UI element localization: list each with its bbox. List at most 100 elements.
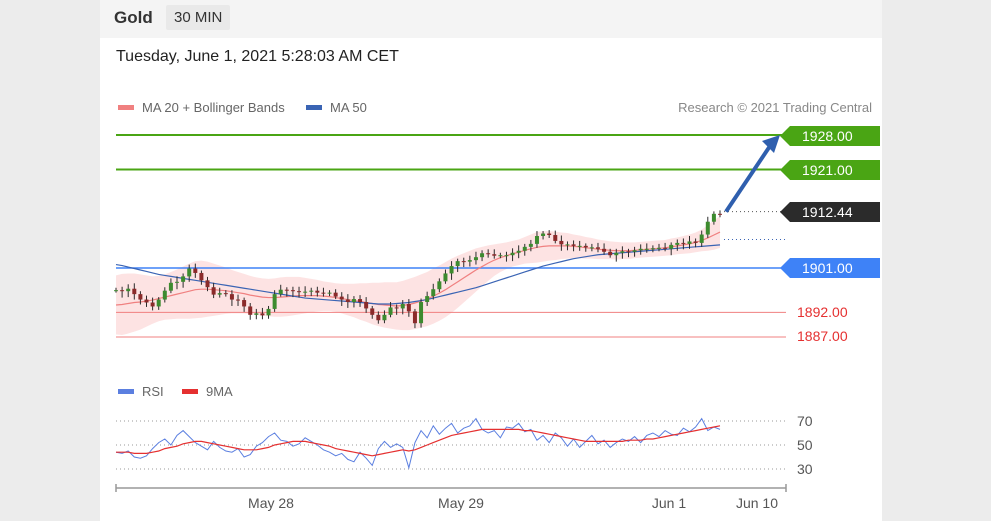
candle-body (449, 266, 454, 274)
candle-body (229, 294, 234, 300)
bollinger-band (116, 216, 720, 336)
candle-body (626, 251, 631, 253)
legend-ma20-label: MA 20 + Bollinger Bands (142, 100, 285, 115)
candle-body (620, 251, 625, 253)
forecast-arrow-shaft (724, 141, 774, 213)
forecast-arrow-head (762, 135, 780, 153)
legend-ma50-label: MA 50 (330, 100, 367, 115)
legend-ma9: 9MA (182, 384, 233, 399)
candle-body (175, 281, 180, 283)
x-axis-label: Jun 1 (652, 495, 686, 511)
rsi-level-label: 70 (797, 413, 813, 429)
x-axis-label: May 29 (438, 495, 484, 511)
candle-body (388, 307, 393, 315)
candle-body (223, 293, 228, 295)
resistance-1-tag: 1921.00 (780, 160, 880, 180)
candle-body (473, 257, 478, 261)
candle-body (644, 248, 649, 250)
ma50-line (115, 244, 721, 305)
ma20-line (115, 231, 721, 307)
candle-body (156, 299, 161, 307)
candle-body (559, 240, 564, 245)
candle-body (504, 255, 509, 257)
candle-body (132, 288, 137, 295)
rsi-level-label: 50 (797, 437, 813, 453)
candle-body (510, 252, 515, 256)
candle-body (364, 302, 369, 309)
candle-body (199, 272, 204, 281)
credit-label: Research © 2021 Trading Central (678, 100, 872, 115)
candle-body (272, 294, 277, 309)
candle-body (382, 314, 387, 321)
candle-body (412, 311, 417, 324)
candle-body (602, 248, 607, 252)
candle-body (498, 255, 503, 257)
candle-body (351, 299, 356, 303)
candle-body (541, 233, 546, 236)
candle-body (486, 253, 491, 255)
candle-body (467, 260, 472, 262)
ma20-swatch (118, 105, 134, 110)
candle-body (327, 292, 332, 294)
candle-body (358, 299, 363, 303)
candle-body (309, 290, 314, 292)
candle-body (595, 247, 600, 249)
candle-body (528, 243, 533, 247)
candle-body (376, 314, 381, 321)
candle-body (650, 248, 655, 250)
candle-body (492, 254, 497, 256)
candle-body (248, 306, 253, 315)
datetime-label: Tuesday, June 1, 2021 5:28:03 AM CET (116, 48, 399, 65)
legend-rsi: RSI (118, 384, 164, 399)
candle-body (638, 248, 643, 251)
candle-body (589, 247, 594, 249)
rsi-swatch (118, 389, 134, 394)
candle-body (211, 287, 216, 295)
x-axis-label: May 28 (248, 495, 294, 511)
pivot-tag: 1901.00 (780, 258, 880, 278)
candle-body (120, 290, 125, 292)
candle-body (699, 234, 704, 243)
candle-body (687, 241, 692, 244)
candle-body (693, 241, 698, 243)
candle-body (400, 303, 405, 309)
candle-body (181, 276, 186, 282)
legend-rsi-label: RSI (142, 384, 164, 399)
instrument-title: Gold (114, 8, 153, 27)
candle-body (260, 313, 265, 316)
candle-body (290, 290, 295, 292)
support-1-label: 1892.00 (797, 304, 848, 320)
candle-body (162, 290, 167, 300)
candle-body (534, 236, 539, 244)
candle-body (553, 235, 558, 241)
candle-body (705, 221, 710, 235)
candle-body (425, 296, 430, 303)
candle-body (150, 302, 155, 307)
candle-body (632, 250, 637, 252)
x-axis-label: Jun 10 (736, 495, 778, 511)
candle-body (437, 281, 442, 290)
candle-body (394, 307, 399, 309)
candle-body (278, 289, 283, 295)
candle-body (254, 313, 259, 315)
candle-body (522, 246, 527, 251)
candle-body (193, 268, 198, 273)
candle-body (114, 290, 118, 292)
candle-body (718, 213, 722, 215)
candle-body (675, 242, 680, 245)
candle-body (669, 244, 674, 249)
support-2-label: 1887.00 (797, 328, 848, 344)
resistance-2-tag: 1928.00 (780, 126, 880, 146)
timeframe-badge[interactable]: 30 MIN (166, 5, 231, 30)
candle-body (297, 291, 302, 293)
candle-body (370, 308, 375, 315)
candle-body (419, 302, 424, 324)
candle-body (480, 253, 485, 258)
candle-body (608, 251, 613, 256)
candle-body (711, 213, 716, 222)
chart-card: Gold 30 MIN Tuesday, June 1, 2021 5:28:0… (100, 0, 882, 521)
candle-body (266, 308, 271, 316)
rsi-line (115, 417, 721, 470)
candle-body (205, 280, 210, 288)
candle-body (321, 292, 326, 294)
